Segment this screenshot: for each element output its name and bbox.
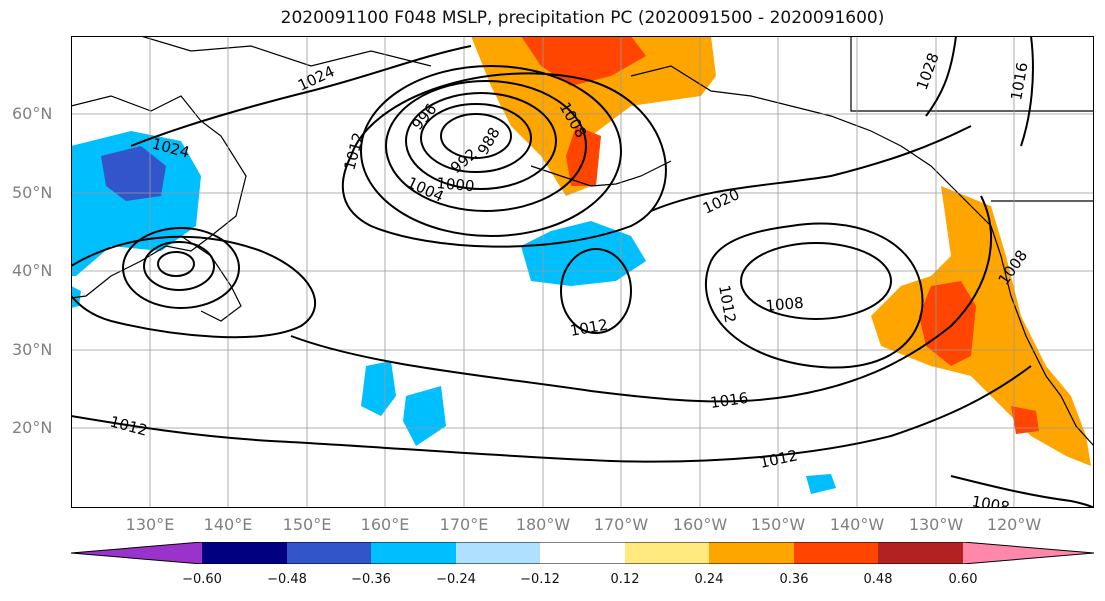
lon-label: 160°E [360, 515, 410, 534]
isobar-1012-central [560, 248, 632, 334]
lon-label: 160°W [672, 515, 728, 534]
precip-negative-island-2 [403, 386, 446, 446]
lon-label: 130°W [908, 515, 964, 534]
colorbar-tick: −0.48 [267, 572, 307, 587]
colorbar [71, 542, 1094, 564]
precip-strong-westcoast [919, 281, 976, 366]
isobar-1024-west [130, 45, 472, 147]
colorbar-tick: −0.36 [351, 572, 391, 587]
colorbar-segment [202, 542, 287, 564]
coastline-japan [180, 235, 242, 322]
colorbar-segment [794, 542, 878, 564]
coastline-aleutian [530, 160, 672, 187]
colorbar-tick: −0.24 [436, 572, 476, 587]
map-panel: 1024 1024 996 992 988 1000 1004 1012 100… [71, 36, 1094, 508]
isobar-1012-south [71, 365, 1032, 463]
isobar-label: 1008 [970, 492, 1011, 508]
isobar-1028-ne [925, 36, 957, 117]
colorbar-segment [963, 542, 1094, 564]
lon-label: 170°W [593, 515, 649, 534]
colorbar-segment [456, 542, 540, 564]
colorbar-tick: −0.60 [182, 572, 222, 587]
border-canada [850, 36, 1094, 112]
colorbar-tick: −0.12 [520, 572, 560, 587]
precip-positive-westcoast [871, 186, 1091, 466]
isobar-1012-west [341, 72, 667, 248]
colorbar-tick: 0.60 [948, 572, 978, 587]
colorbar-tick: 0.24 [694, 572, 724, 587]
precip-negative-small-2 [806, 474, 836, 494]
isobar-low-992 [420, 103, 532, 173]
precip-negative-central [521, 221, 646, 286]
lon-label: 170°E [439, 515, 489, 534]
colorbar-segment [625, 542, 709, 564]
colorbar-segment [709, 542, 794, 564]
precip-strong-aleutian-2 [566, 126, 601, 186]
lon-label: 150°W [750, 515, 806, 534]
isobar-low-996 [440, 113, 512, 159]
colorbar-tick: 0.12 [610, 572, 640, 587]
lat-label: 40°N [12, 261, 53, 280]
isobar-1016-ne [1020, 36, 1034, 147]
lon-label: 140°E [203, 515, 253, 534]
colorbar-tick: 0.36 [779, 572, 809, 587]
lon-label: 180°W [515, 515, 571, 534]
lat-label: 30°N [12, 340, 53, 359]
colorbar-tick: 0.48 [863, 572, 893, 587]
isobar-low-1004 [385, 80, 587, 212]
isobar-low-1008 [360, 65, 622, 237]
isobar-japan-low-1 [157, 251, 195, 277]
lat-label: 60°N [12, 104, 53, 123]
precip-negative-island-1 [361, 361, 396, 416]
isobar-label: 1000 [436, 174, 476, 195]
precip-strong-aleutian [521, 36, 646, 86]
precip-strong-westcoast-2 [1011, 406, 1039, 434]
coastline-northshore [140, 36, 432, 67]
coastlines [71, 36, 1094, 447]
colorbar-segment [287, 542, 371, 564]
isobar-label: 1008 [765, 294, 805, 315]
isobar-1016-south [290, 195, 992, 403]
isobar-1008-south [950, 475, 1094, 508]
isobar-japan-low-2 [143, 241, 215, 291]
isobar-label: 1016 [709, 389, 749, 412]
lon-label: 140°W [829, 515, 885, 534]
isobar-1012-east [705, 222, 924, 369]
isobars [71, 36, 1094, 508]
colorbar-segment [71, 542, 202, 564]
isobar-high-1008 [740, 242, 892, 320]
isobar-low-1000 [405, 92, 557, 190]
coastline-alaska [630, 65, 972, 207]
lon-label: 120°W [986, 515, 1042, 534]
coastline-northamerica [970, 205, 1094, 447]
isobar-japan-ridge [71, 235, 317, 339]
lat-label: 20°N [12, 418, 53, 437]
graticule [71, 36, 1094, 508]
lon-label: 130°E [125, 515, 175, 534]
precip-positive-aleutian [471, 36, 716, 196]
colorbar-segment [540, 542, 625, 564]
lon-label: 150°E [282, 515, 332, 534]
map-title: 2020091100 F048 MSLP, precipitation PC (… [280, 8, 885, 28]
isobar-1020-mid [650, 125, 972, 212]
lat-label: 50°N [12, 183, 53, 202]
colorbar-segment [371, 542, 456, 564]
isobar-japan-low-3 [122, 227, 240, 309]
colorbar-segment [878, 542, 963, 564]
